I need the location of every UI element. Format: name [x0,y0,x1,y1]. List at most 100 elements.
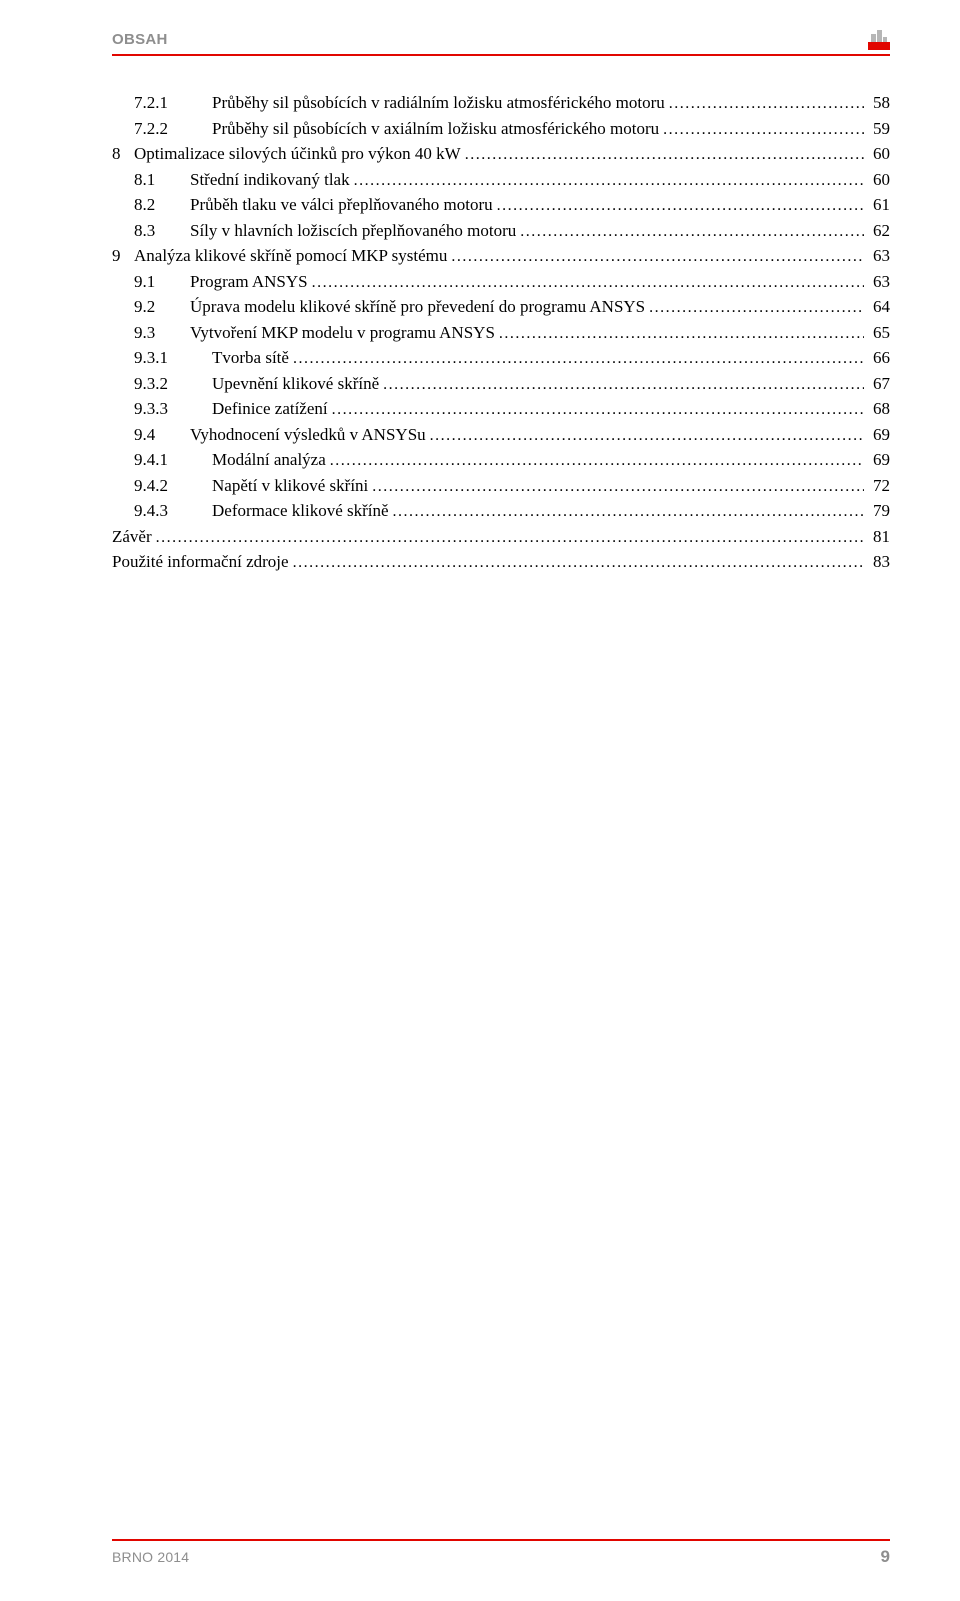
footer-page-number: 9 [881,1547,890,1567]
toc-label: Závěr [112,528,152,545]
toc-row: Závěr 81 [112,528,890,546]
toc-number: 9.4.1 [134,451,212,468]
toc-number: 9.4 [134,426,190,443]
toc-leader [663,120,864,138]
toc-number: 9.3.3 [134,400,212,417]
toc-label: Vytvoření MKP modelu v programu ANSYS [190,324,495,341]
toc-row: 9.3.2Upevnění klikové skříně 67 [112,375,890,393]
toc-label: Tvorba sítě [212,349,289,366]
toc-page: 65 [868,324,890,341]
toc-row: 9.2Úprava modelu klikové skříně pro přev… [112,298,890,316]
toc-leader [465,145,864,163]
toc-row: 9.1Program ANSYS 63 [112,273,890,291]
toc-row: 9.3.3Definice zatížení 68 [112,400,890,418]
toc-number: 9.3 [134,324,190,341]
toc-label: Průběhy sil působících v radiálním ložis… [212,94,665,111]
toc-page: 72 [868,477,890,494]
toc-label: Úprava modelu klikové skříně pro převede… [190,298,645,315]
toc-label: Střední indikovaný tlak [190,171,350,188]
toc-leader [520,222,864,240]
toc-row: 7.2.2Průběhy sil působících v axiálním l… [112,120,890,138]
toc-row: 9Analýza klikové skříně pomocí MKP systé… [112,247,890,265]
toc-leader [293,349,864,367]
toc-label: Definice zatížení [212,400,328,417]
toc-leader [430,426,864,444]
toc-label: Vyhodnocení výsledků v ANSYSu [190,426,426,443]
toc-label: Napětí v klikové skříni [212,477,368,494]
toc-row: 8Optimalizace silových účinků pro výkon … [112,145,890,163]
footer-left: BRNO 2014 [112,1549,189,1565]
toc-label: Použité informační zdroje [112,553,289,570]
toc-leader [330,451,864,469]
toc-leader [312,273,864,291]
toc-label: Modální analýza [212,451,326,468]
toc-leader [497,196,864,214]
toc-leader [649,298,864,316]
toc-label: Průběhy sil působících v axiálním ložisk… [212,120,659,137]
toc-row: Použité informační zdroje 83 [112,553,890,571]
toc-label: Optimalizace silových účinků pro výkon 4… [134,145,461,162]
toc-label: Průběh tlaku ve válci přeplňovaného moto… [190,196,493,213]
toc-number: 8.2 [134,196,190,213]
toc-leader [156,528,864,546]
toc-row: 9.3Vytvoření MKP modelu v programu ANSYS… [112,324,890,342]
toc-number: 9.3.1 [134,349,212,366]
toc-number: 8.3 [134,222,190,239]
toc-page: 83 [868,553,890,570]
toc-number: 8.1 [134,171,190,188]
toc-page: 69 [868,451,890,468]
toc-page: 81 [868,528,890,545]
toc-number: 8 [112,145,134,162]
toc-row: 9.4.1Modální analýza 69 [112,451,890,469]
toc-label: Program ANSYS [190,273,308,290]
toc-number: 9.1 [134,273,190,290]
toc-row: 9.4.3Deformace klikové skříně 79 [112,502,890,520]
toc-label: Síly v hlavních ložiscích přeplňovaného … [190,222,516,239]
toc-label: Upevnění klikové skříně [212,375,379,392]
toc-page: 63 [868,273,890,290]
toc-number: 9.4.2 [134,477,212,494]
page-footer: BRNO 2014 9 [112,1539,890,1567]
toc-page: 60 [868,145,890,162]
toc-row: 7.2.1Průběhy sil působících v radiálním … [112,94,890,112]
toc-row: 8.2Průběh tlaku ve válci přeplňovaného m… [112,196,890,214]
toc-leader [451,247,864,265]
toc-number: 9.3.2 [134,375,212,392]
header-title: OBSAH [112,31,168,48]
toc-page: 68 [868,400,890,417]
toc-page: 67 [868,375,890,392]
toc-leader [354,171,864,189]
toc-number: 9.2 [134,298,190,315]
toc-leader [383,375,864,393]
toc-page: 62 [868,222,890,239]
toc-number: 9 [112,247,134,264]
toc-page: 69 [868,426,890,443]
toc-page: 60 [868,171,890,188]
logo-icon [868,28,890,50]
toc-leader [393,502,864,520]
toc-label: Analýza klikové skříně pomocí MKP systém… [134,247,447,264]
toc-page: 64 [868,298,890,315]
toc-row: 8.3Síly v hlavních ložiscích přeplňované… [112,222,890,240]
toc-leader [499,324,864,342]
page-header: OBSAH [112,28,890,56]
toc-page: 59 [868,120,890,137]
toc-number: 9.4.3 [134,502,212,519]
toc-leader [293,553,864,571]
toc-row: 9.4Vyhodnocení výsledků v ANSYSu 69 [112,426,890,444]
toc-leader [372,477,864,495]
toc-page: 79 [868,502,890,519]
toc-page: 66 [868,349,890,366]
table-of-contents: 7.2.1Průběhy sil působících v radiálním … [112,94,890,571]
toc-leader [332,400,864,418]
toc-page: 61 [868,196,890,213]
toc-leader [669,94,864,112]
toc-page: 58 [868,94,890,111]
toc-number: 7.2.1 [134,94,212,111]
toc-row: 8.1Střední indikovaný tlak 60 [112,171,890,189]
toc-row: 9.3.1Tvorba sítě 66 [112,349,890,367]
toc-row: 9.4.2Napětí v klikové skříni 72 [112,477,890,495]
toc-number: 7.2.2 [134,120,212,137]
toc-label: Deformace klikové skříně [212,502,389,519]
toc-page: 63 [868,247,890,264]
